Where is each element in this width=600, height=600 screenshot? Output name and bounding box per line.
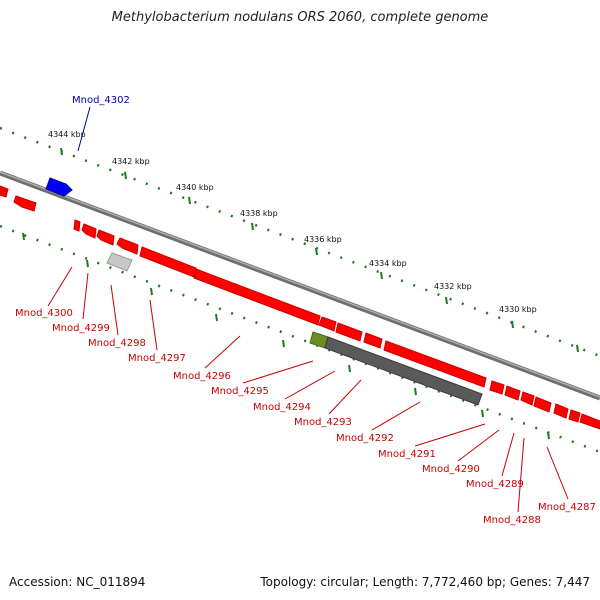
gene-mnod-4290-shape[interactable]	[489, 380, 505, 395]
gene-label-mnod-4300[interactable]: Mnod_4300	[15, 308, 73, 319]
lower-tick-track	[0, 224, 600, 454]
genome-backbone	[0, 170, 600, 401]
kbp-label-4338: 4338 kbp	[240, 209, 278, 218]
gene-label-mnod-4296[interactable]: Mnod_4296	[173, 371, 231, 382]
gene-mnod-4288b-shape[interactable]	[533, 396, 552, 413]
gene-dark-segment[interactable]	[324, 336, 483, 406]
gene-label-mnod-4299[interactable]: Mnod_4299	[52, 323, 110, 334]
gene-label-mnod-4295[interactable]: Mnod_4295	[211, 386, 269, 397]
gene-label-mnod-4289[interactable]: Mnod_4289	[466, 479, 524, 490]
map-title: Methylobacterium nodulans ORS 2060, comp…	[111, 10, 489, 25]
gene-label-mnod-4293[interactable]: Mnod_4293	[294, 417, 352, 428]
gene-mnod-4292-shape[interactable]	[363, 332, 383, 349]
gene-mnod-4298-shape[interactable]	[96, 229, 115, 246]
gene-mnod-4302-shape[interactable]	[45, 177, 73, 197]
kbp-label-4330: 4330 kbp	[499, 305, 537, 314]
gene-mnod-4294-shape[interactable]	[318, 316, 337, 332]
gene-label-mnod-4290[interactable]: Mnod_4290	[422, 464, 480, 475]
kbp-label-4342: 4342 kbp	[112, 157, 150, 166]
gene-left-2[interactable]	[13, 195, 37, 212]
leader-lines	[47, 106, 569, 513]
accession-text: Accession: NC_011894	[9, 575, 146, 589]
gene-mnod-4299-shape[interactable]	[81, 223, 97, 239]
pseudo-gene-grey[interactable]	[106, 252, 133, 272]
gene-mnod-4288-shape[interactable]	[520, 391, 535, 406]
kbp-label-4332: 4332 kbp	[434, 282, 472, 291]
kbp-label-4344: 4344 kbp	[48, 130, 86, 139]
gene-mnod-4295-shape[interactable]	[193, 268, 321, 326]
gene-labels: Mnod_4302 Mnod_4300 Mnod_4299 Mnod_4298 …	[15, 95, 596, 526]
gene-label-mnod-4298[interactable]: Mnod_4298	[88, 338, 146, 349]
minus-strand-genes	[0, 185, 600, 430]
upper-tick-track	[0, 126, 600, 358]
topology-text: Topology: circular; Length: 7,772,460 bp…	[260, 575, 590, 589]
gene-mnod-4296-shape[interactable]	[139, 246, 197, 278]
gene-label-mnod-4292[interactable]: Mnod_4292	[336, 433, 394, 444]
kbp-label-4334: 4334 kbp	[369, 259, 407, 268]
kbp-label-4340: 4340 kbp	[176, 183, 214, 192]
major-ticks-lower	[22, 232, 550, 440]
gene-mnod-4300-shape[interactable]	[73, 219, 81, 232]
gene-right-1[interactable]	[568, 409, 581, 423]
kbp-label-4336: 4336 kbp	[304, 235, 342, 244]
gene-mnod-4291-shape[interactable]	[383, 340, 487, 388]
gene-label-mnod-4302[interactable]: Mnod_4302	[72, 95, 130, 106]
major-ticks-upper	[60, 147, 579, 353]
gene-mnod-4293-shape[interactable]	[335, 322, 363, 342]
gene-left-1[interactable]	[0, 185, 9, 198]
gene-mnod-4287-shape[interactable]	[553, 403, 569, 419]
gene-label-mnod-4287[interactable]: Mnod_4287	[538, 502, 596, 513]
gene-label-mnod-4291[interactable]: Mnod_4291	[378, 449, 436, 460]
gene-right-2[interactable]	[579, 413, 600, 430]
gene-label-mnod-4288[interactable]: Mnod_4288	[483, 515, 541, 526]
gene-mnod-4289-shape[interactable]	[504, 385, 521, 401]
gene-mnod-4297-shape[interactable]	[116, 237, 139, 255]
gene-label-mnod-4294[interactable]: Mnod_4294	[253, 402, 311, 413]
gene-label-mnod-4297[interactable]: Mnod_4297	[128, 353, 186, 364]
